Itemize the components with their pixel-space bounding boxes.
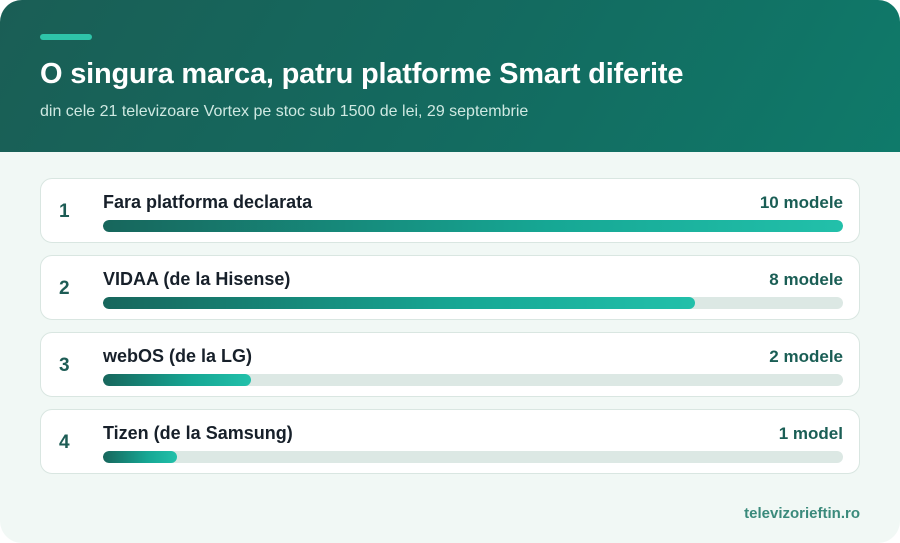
page-title: O singura marca, patru platforme Smart d…: [40, 58, 684, 90]
header: O singura marca, patru platforme Smart d…: [0, 0, 900, 152]
bar-fill: [103, 220, 843, 232]
row-rank: 3: [59, 355, 70, 376]
bar-track: [103, 220, 843, 232]
accent-line: [40, 34, 92, 40]
row-count: 10 modele: [759, 193, 843, 212]
bar-fill: [103, 297, 695, 309]
row-rank: 2: [59, 278, 70, 299]
source-link[interactable]: televizorieftin.ro: [744, 505, 860, 522]
chart-rows: 1 Fara platforma declarata 10 modele 2 V…: [40, 178, 860, 486]
page-subtitle: din cele 21 televizoare Vortex pe stoc s…: [40, 103, 529, 120]
bar-fill: [103, 374, 251, 386]
row-rank: 1: [59, 201, 70, 222]
row-count: 1 model: [778, 424, 843, 443]
chart-row: 3 webOS (de la LG) 2 modele: [40, 332, 860, 397]
chart-row: 1 Fara platforma declarata 10 modele: [40, 178, 860, 243]
row-count: 2 modele: [769, 347, 843, 366]
chart-row: 2 VIDAA (de la Hisense) 8 modele: [40, 255, 860, 320]
bar-track: [103, 374, 843, 386]
chart-row: 4 Tizen (de la Samsung) 1 model: [40, 409, 860, 474]
row-label: VIDAA (de la Hisense): [103, 269, 291, 289]
row-label: Tizen (de la Samsung): [103, 423, 293, 443]
row-count: 8 modele: [769, 270, 843, 289]
bar-track: [103, 297, 843, 309]
row-rank: 4: [59, 432, 70, 453]
bar-fill: [103, 451, 177, 463]
row-label: Fara platforma declarata: [103, 192, 313, 212]
row-label: webOS (de la LG): [103, 346, 253, 366]
bar-track: [103, 451, 843, 463]
